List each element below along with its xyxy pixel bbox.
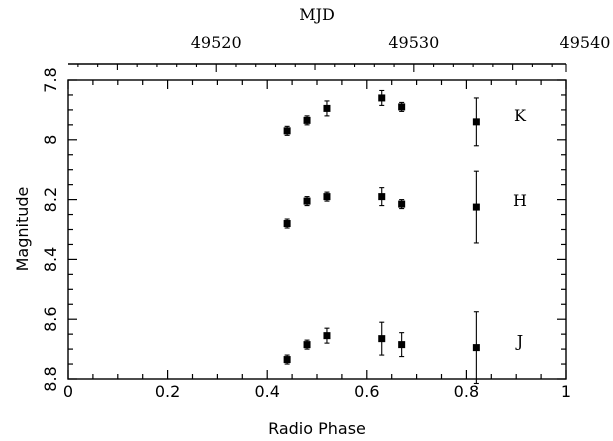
axis-titles: Radio Phase Magnitude MJD [13,5,366,438]
data-point [378,94,386,102]
data-point [283,356,291,364]
y-tick-label: 8.4 [41,247,60,272]
y-axis-title: Magnitude [13,187,32,272]
x-tick-label: 0.6 [354,382,379,401]
axis-tick-labels: 0 0.2 0.4 0.6 0.8 1 7.8 8 8.2 8.4 8.6 8.8 49520 49530… [41,33,610,401]
data-point [472,344,480,352]
axis-ticks [67,64,567,380]
x-tick-label: 0.8 [454,382,479,401]
x-tick-label: 0 [63,382,73,401]
data-point [378,335,386,343]
x-tick-label: 1 [561,382,571,401]
plot-area-border [67,79,567,380]
data-point [303,197,311,205]
x-axis-title: Radio Phase [268,419,366,438]
plot-frame [67,63,567,380]
data-marks: K H J [283,89,527,385]
y-tick-label: 8.6 [41,306,60,331]
mjd-tick-label: 49530 [388,33,439,52]
series-label: H [513,191,527,210]
data-point [323,193,331,201]
mjd-tick-label: 49540 [560,33,611,52]
data-point [398,341,406,349]
series-K: K [283,89,527,147]
y-tick-label: 7.8 [41,67,60,92]
series-label: K [514,106,527,125]
data-point [472,203,480,211]
y-tick-label: 8.2 [41,187,60,212]
x-tick-label: 0.2 [155,382,180,401]
data-point [472,118,480,126]
data-point [283,127,291,135]
data-point [398,200,406,208]
data-point [323,104,331,112]
series-label: J [515,332,523,351]
top-axis-title: MJD [299,5,335,24]
series-J: J [283,311,523,385]
data-point [398,103,406,111]
data-point [378,193,386,201]
y-tick-label: 8.8 [41,366,60,391]
y-tick-label: 8 [41,135,60,145]
mjd-tick-label: 49520 [191,33,242,52]
data-point [303,116,311,124]
series-H: H [283,170,527,244]
x-tick-label: 0.4 [254,382,279,401]
data-point [323,332,331,340]
data-point [303,341,311,349]
data-point [283,220,291,228]
